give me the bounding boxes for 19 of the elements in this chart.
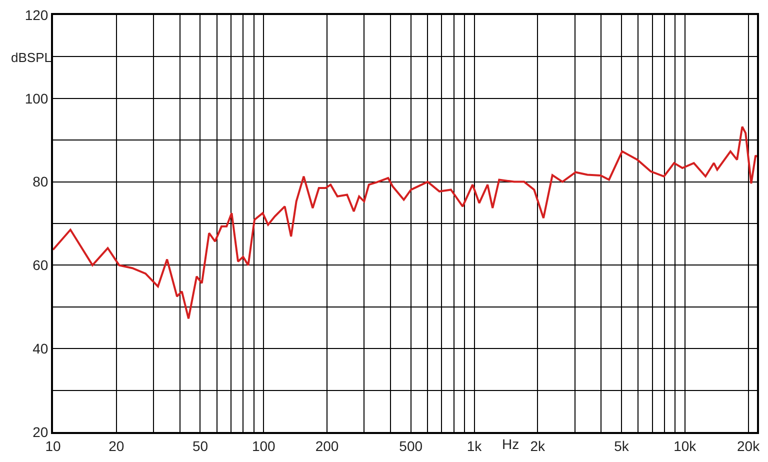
- y-tick-label: 80: [32, 174, 48, 190]
- x-tick-label: 50: [192, 438, 208, 454]
- x-tick-label: 20: [108, 438, 124, 454]
- x-tick-label: 10: [45, 438, 61, 454]
- x-tick-label: 2k: [530, 438, 546, 454]
- y-tick-label: 120: [24, 6, 48, 23]
- x-tick-label: 1k: [466, 438, 483, 454]
- x-tick-label: 5k: [614, 438, 630, 454]
- y-tick-label: 100: [24, 90, 48, 106]
- x-tick-label: 100: [252, 438, 276, 454]
- x-tick-label: 500: [399, 438, 423, 454]
- x-axis-title: Hz: [502, 436, 520, 452]
- y-axis-title: dBSPL: [11, 50, 52, 65]
- y-tick-label: 40: [32, 340, 48, 356]
- y-tick-label: 60: [32, 257, 48, 274]
- x-tick-label: 10k: [674, 438, 698, 454]
- x-tick-label: 20k: [736, 438, 761, 454]
- y-tick-label: 20: [32, 424, 48, 440]
- x-tick-label: 200: [315, 438, 339, 454]
